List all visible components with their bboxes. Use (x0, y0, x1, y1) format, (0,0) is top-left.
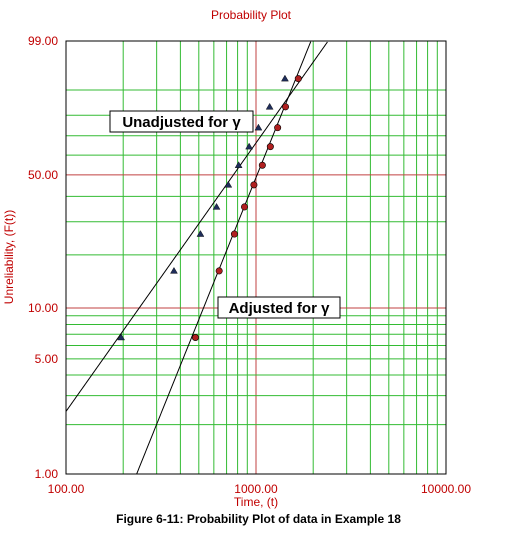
y-tick-label: 99.00 (28, 34, 58, 48)
probability-plot: Probability Plot 1.00 5.00 10.00 50.00 99.00… (2, 8, 471, 509)
triangle-marker (245, 142, 253, 150)
annotations: Unadjusted for γ Adjusted for γ (109, 110, 341, 319)
annotation-box (109, 110, 254, 133)
figure-caption: Figure 6-11: Probability Plot of data in… (116, 512, 401, 526)
triangle-marker (212, 203, 221, 210)
tick-labels: 1.00 5.00 10.00 50.00 99.00 100.00 1000.00 1000… (28, 34, 471, 496)
annotation-label-1: Unadjusted for γ (109, 110, 254, 133)
chart-title: Probability Plot (211, 8, 292, 22)
grid (66, 40, 446, 475)
triangle-marker (170, 267, 178, 274)
circle-marker (282, 103, 290, 111)
y-tick-label: 1.00 (35, 467, 59, 481)
annotation-box (217, 296, 341, 319)
circle-marker (266, 143, 274, 151)
fit-line-series-1 (65, 41, 328, 412)
data-points (117, 74, 302, 342)
x-tick-label: 10000.00 (421, 482, 471, 496)
triangle-marker (234, 161, 243, 168)
triangle-marker (254, 123, 263, 131)
annotation-text: Unadjusted for γ (122, 114, 241, 131)
circle-marker (258, 161, 266, 169)
circle-marker (294, 75, 302, 83)
y-tick-label: 10.00 (28, 301, 58, 315)
x-axis-label: Time, (t) (234, 495, 278, 509)
circle-marker (191, 334, 199, 342)
triangle-marker (117, 333, 125, 341)
circle-marker (274, 124, 282, 132)
triangle-marker (281, 74, 289, 82)
annotation-label-2: Adjusted for γ (217, 296, 341, 319)
y-tick-label: 5.00 (35, 352, 59, 366)
x-tick-label: 100.00 (48, 482, 85, 496)
y-tick-label: 50.00 (28, 168, 58, 182)
plot-area (65, 40, 447, 475)
triangle-marker (224, 180, 233, 188)
fit-line-series-2 (136, 41, 312, 475)
circle-marker (250, 181, 258, 189)
fit-lines (65, 41, 328, 475)
triangle-marker (196, 230, 205, 237)
triangle-marker (265, 102, 274, 110)
annotation-text: Adjusted for γ (229, 300, 330, 317)
circle-marker (215, 267, 223, 275)
x-tick-label: 1000.00 (234, 482, 278, 496)
circle-marker (241, 203, 249, 211)
y-axis-label: Unreliability, (F(t)) (2, 210, 16, 304)
circle-marker (230, 230, 238, 238)
